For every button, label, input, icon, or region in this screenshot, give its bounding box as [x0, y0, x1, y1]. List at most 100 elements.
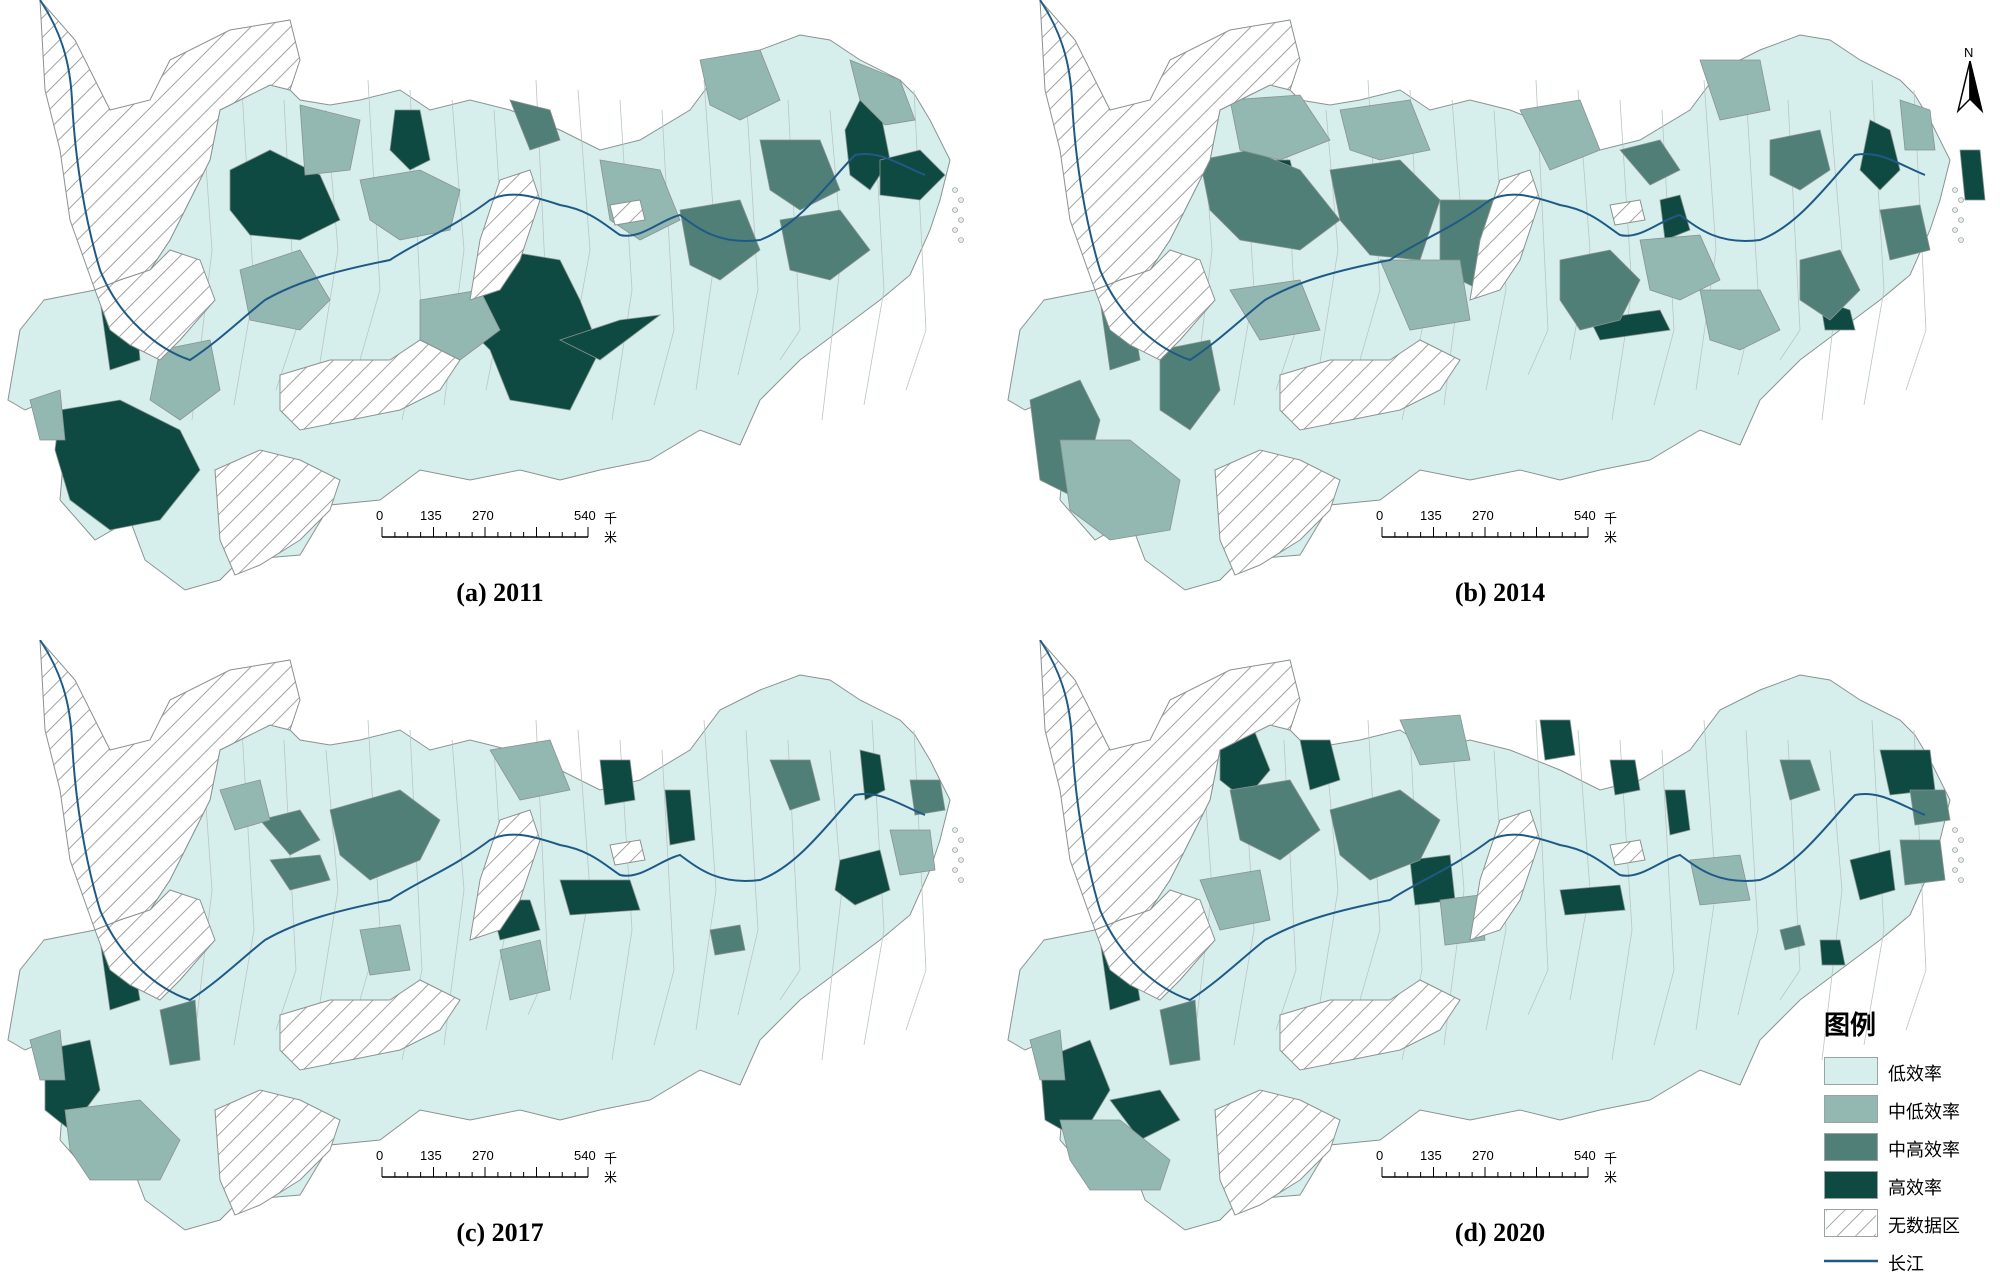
- island: [1952, 827, 1958, 833]
- scale-tick-540: 540: [1574, 1148, 1596, 1163]
- island: [1958, 837, 1964, 843]
- region-midhigh: [1769, 129, 1831, 191]
- region-nodata: [1094, 249, 1216, 361]
- county-boundary: [1737, 729, 1759, 1016]
- region-midlow: [1029, 1029, 1066, 1081]
- region-nodata: [214, 1089, 341, 1216]
- scale-tick-0: 0: [376, 508, 384, 523]
- region-nodata: [39, 0, 301, 291]
- region-high: [559, 879, 641, 916]
- yangtze-river: [39, 0, 926, 362]
- region-midhigh: [1229, 779, 1321, 861]
- island: [1952, 187, 1958, 193]
- region-high: [859, 749, 886, 801]
- region-high: [558, 314, 662, 361]
- county-boundary: [1527, 79, 1549, 376]
- county-boundary: [443, 739, 465, 1046]
- region-nodata: [1469, 809, 1541, 941]
- region-nodata: [1094, 889, 1216, 1001]
- region-high: [1299, 739, 1341, 791]
- region-nodata: [609, 839, 646, 866]
- scale-tick-270: 270: [1472, 508, 1494, 523]
- north-arrow: N: [1952, 45, 1988, 115]
- region-midlow: [499, 939, 551, 1001]
- region-midhigh: [1779, 759, 1821, 801]
- region-midhigh: [1159, 339, 1221, 431]
- region-midhigh: [1559, 249, 1641, 331]
- scale-tick-270: 270: [472, 1148, 494, 1163]
- region-midhigh: [769, 759, 821, 811]
- island: [1952, 207, 1958, 213]
- county-boundary: [1317, 109, 1339, 376]
- scale-tick-270: 270: [472, 508, 494, 523]
- region-midhigh: [329, 789, 441, 881]
- county-boundary: [1653, 109, 1675, 406]
- region-nodata: [469, 809, 541, 941]
- region-midlow: [849, 59, 916, 126]
- region-midlow: [1399, 714, 1471, 766]
- region-midlow: [1059, 439, 1181, 541]
- legend-item-nodata: 无数据区: [1824, 1209, 1994, 1241]
- legend-label: 长江: [1888, 1254, 1924, 1274]
- county-boundary: [1527, 719, 1549, 1016]
- region-nodata: [94, 889, 216, 1001]
- county-boundary: [611, 739, 633, 1061]
- legend-label: 高效率: [1888, 1178, 1942, 1198]
- region-midhigh: [159, 999, 201, 1066]
- scale-bar: 0 135 270 540 千米: [376, 508, 620, 545]
- region-nodata: [1279, 339, 1461, 431]
- region-midlow: [1229, 279, 1321, 341]
- scale-tick-540: 540: [574, 508, 596, 523]
- scale-tick-0: 0: [1376, 508, 1384, 523]
- region-midlow: [219, 779, 271, 831]
- legend-title: 图例: [1824, 1010, 1877, 1040]
- region-midlow: [1199, 869, 1271, 931]
- scale-unit: 千米: [1604, 1151, 1618, 1185]
- region-midlow: [1519, 99, 1601, 171]
- region-midhigh: [679, 199, 761, 281]
- region-midlow: [149, 339, 221, 421]
- island: [958, 857, 964, 863]
- region-midlow: [419, 289, 501, 361]
- legend-label: 中高效率: [1888, 1140, 1960, 1160]
- scale-bar: 0 135 270 540 千米: [376, 1148, 620, 1185]
- county-boundary: [359, 79, 381, 361]
- county-boundary: [653, 109, 675, 406]
- island: [1958, 877, 1964, 883]
- map-panel-2014: 0 135 270 540 千米 (b) 2014: [1000, 0, 2000, 640]
- region-nodata: [1214, 449, 1341, 576]
- scale-unit: 千米: [1604, 511, 1618, 545]
- map-panel-2017: 0 135 270 540 千米 (c) 2017: [0, 640, 1000, 1280]
- panel-caption: (a) 2011: [456, 578, 544, 607]
- scale-tick-135: 135: [420, 508, 442, 523]
- island: [1952, 847, 1958, 853]
- region-nodata: [1609, 199, 1646, 226]
- county-boundary: [317, 749, 339, 1016]
- region-high: [54, 399, 201, 531]
- island: [1952, 227, 1958, 233]
- region-high: [1559, 884, 1626, 916]
- county-boundary: [653, 749, 675, 1046]
- legend-swatch-nodata: [1824, 1209, 1878, 1237]
- county-boundary: [1485, 109, 1507, 391]
- island: [952, 207, 958, 213]
- region-high: [1879, 749, 1936, 796]
- region-nodata: [469, 169, 541, 301]
- scale-tick-135: 135: [420, 1148, 442, 1163]
- region-nodata: [1039, 0, 1301, 291]
- region-map: [7, 0, 964, 591]
- scale-tick-135: 135: [1420, 1148, 1442, 1163]
- map-legend: 图例 低效率 中低效率 中高效率 高效率 无数据区 长江: [1820, 1005, 1995, 1277]
- region-midlow: [1899, 99, 1936, 151]
- region-midhigh: [1159, 999, 1201, 1066]
- county-boundary: [1611, 739, 1633, 1061]
- yangtze-river: [39, 640, 926, 1002]
- region-nodata: [1609, 839, 1646, 866]
- region-midlow: [489, 739, 571, 801]
- island: [952, 827, 958, 833]
- region-midhigh: [709, 924, 746, 956]
- region-midhigh: [1779, 924, 1806, 951]
- region-high: [1409, 854, 1456, 906]
- legend-swatch-high: [1824, 1171, 1878, 1199]
- region-midlow: [1699, 59, 1771, 121]
